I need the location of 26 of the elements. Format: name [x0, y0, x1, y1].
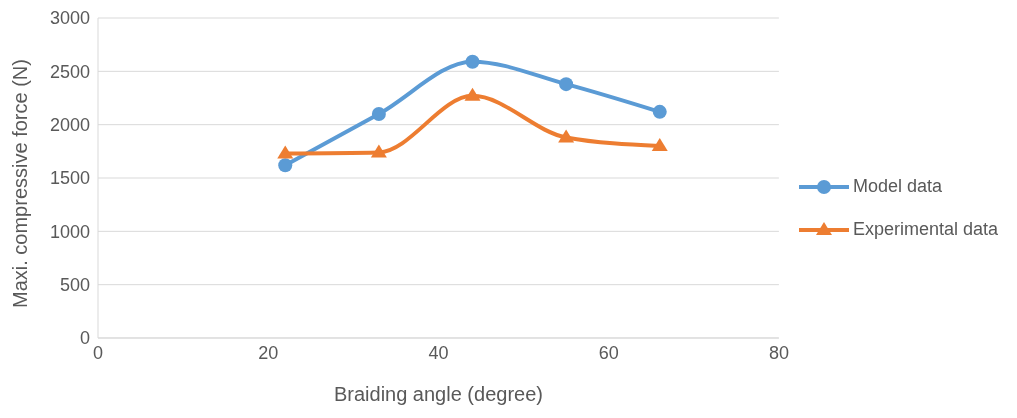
y-tick-label: 2000 [49, 115, 90, 136]
point [464, 87, 481, 101]
x-tick-label: 60 [598, 342, 619, 363]
point [371, 107, 386, 121]
point [651, 138, 668, 151]
legend-label: Experimental data [852, 219, 998, 240]
x-tick-label: 40 [428, 342, 449, 363]
point [277, 145, 294, 159]
point [559, 77, 574, 92]
x-tick-label: 0 [92, 342, 104, 363]
x-axis-title: Braiding angle (degree) [333, 383, 543, 405]
y-axis-title: Maxi. compressive force (N) [9, 59, 32, 308]
point [652, 104, 667, 119]
x-tick-label: 80 [768, 342, 789, 363]
point [278, 158, 293, 173]
y-tick-label: 1000 [49, 221, 90, 242]
y-tick-label: 3000 [49, 8, 90, 29]
x-tick-label: 20 [258, 342, 279, 363]
y-tick-label: 2500 [49, 61, 90, 82]
y-tick-label: 500 [59, 275, 90, 296]
legend-label: Model data [852, 176, 942, 197]
point [465, 54, 480, 69]
point [370, 144, 387, 158]
point [558, 129, 575, 143]
y-tick-label: 0 [79, 328, 90, 349]
y-tick-label: 1500 [49, 168, 90, 189]
